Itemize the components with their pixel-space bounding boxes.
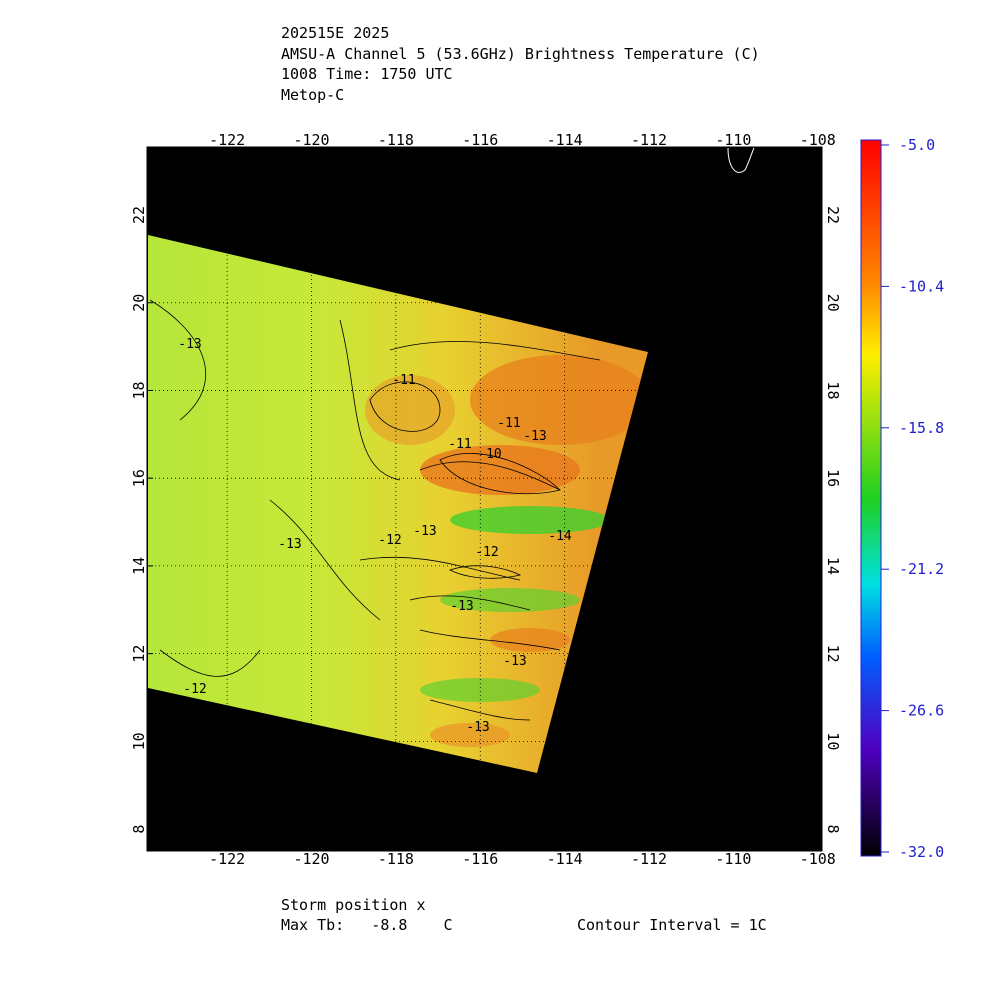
contour-label: -10 — [478, 447, 501, 462]
x-tick-label: -112 — [631, 850, 667, 868]
y-tick-label: 18 — [130, 381, 148, 399]
y-tick-label: 22 — [824, 206, 842, 224]
y-tick-label: 8 — [130, 825, 148, 834]
contour-label: -13 — [178, 337, 201, 352]
contour-label: -11 — [392, 373, 415, 388]
x-tick-label: -116 — [462, 131, 498, 149]
contour-label: -13 — [466, 720, 489, 735]
y-tick-label: 10 — [824, 732, 842, 750]
y-tick-label: 14 — [130, 557, 148, 575]
y-tick-label: 12 — [824, 645, 842, 663]
x-tick-label: -112 — [631, 131, 667, 149]
contour-interval: Contour Interval = 1C — [577, 916, 767, 934]
x-tick-label: -118 — [378, 131, 414, 149]
x-tick-label: -110 — [715, 850, 751, 868]
storm-position: Storm position x — [281, 896, 426, 914]
contour-label: -13 — [523, 429, 546, 444]
colorbar-tick-label: -15.8 — [899, 419, 944, 437]
colorbar-tick-label: -5.0 — [899, 136, 935, 154]
colorbar — [860, 139, 882, 857]
colorbar-tick-label: -21.2 — [899, 560, 944, 578]
contour-label: -13 — [278, 537, 301, 552]
contour-label: -12 — [378, 533, 401, 548]
colorbar-tick-label: -10.4 — [899, 277, 944, 295]
colorbar-tick-label: -26.6 — [899, 702, 944, 720]
contour-label: -11 — [448, 437, 471, 452]
y-tick-label: 22 — [130, 206, 148, 224]
y-tick-label: 12 — [130, 645, 148, 663]
x-tick-label: -108 — [800, 850, 836, 868]
x-tick-label: -108 — [800, 131, 836, 149]
y-tick-label: 20 — [824, 294, 842, 312]
y-tick-label: 18 — [824, 381, 842, 399]
contour-label: -13 — [450, 599, 473, 614]
contour-label: -13 — [413, 524, 436, 539]
x-tick-label: -122 — [209, 131, 245, 149]
y-tick-label: 16 — [824, 469, 842, 487]
y-tick-label: 10 — [130, 732, 148, 750]
x-tick-label: -110 — [715, 131, 751, 149]
x-tick-label: -116 — [462, 850, 498, 868]
x-tick-label: -120 — [293, 131, 329, 149]
x-tick-label: -120 — [293, 850, 329, 868]
colorbar-tick-label: -32.0 — [899, 843, 944, 861]
x-tick-label: -114 — [547, 850, 583, 868]
contour-label: -12 — [475, 545, 498, 560]
title-line: 202515E 2025 — [281, 24, 389, 42]
contour-label: -14 — [548, 529, 572, 544]
title-line: AMSU-A Channel 5 (53.6GHz) Brightness Te… — [281, 45, 760, 63]
x-tick-label: -118 — [378, 850, 414, 868]
y-tick-label: 8 — [824, 825, 842, 834]
x-tick-label: -122 — [209, 850, 245, 868]
title-line: Metop-C — [281, 86, 344, 104]
contour-label: -12 — [183, 682, 206, 697]
y-tick-label: 16 — [130, 469, 148, 487]
max-tb: Max Tb: -8.8 C — [281, 916, 453, 934]
y-tick-label: 20 — [130, 294, 148, 312]
x-tick-label: -114 — [547, 131, 583, 149]
contour-label: -11 — [497, 416, 520, 431]
y-tick-label: 14 — [824, 557, 842, 575]
coastline — [727, 147, 755, 173]
map-frame — [146, 146, 823, 852]
title-line: 1008 Time: 1750 UTC — [281, 65, 453, 83]
contour-label: -13 — [503, 654, 526, 669]
